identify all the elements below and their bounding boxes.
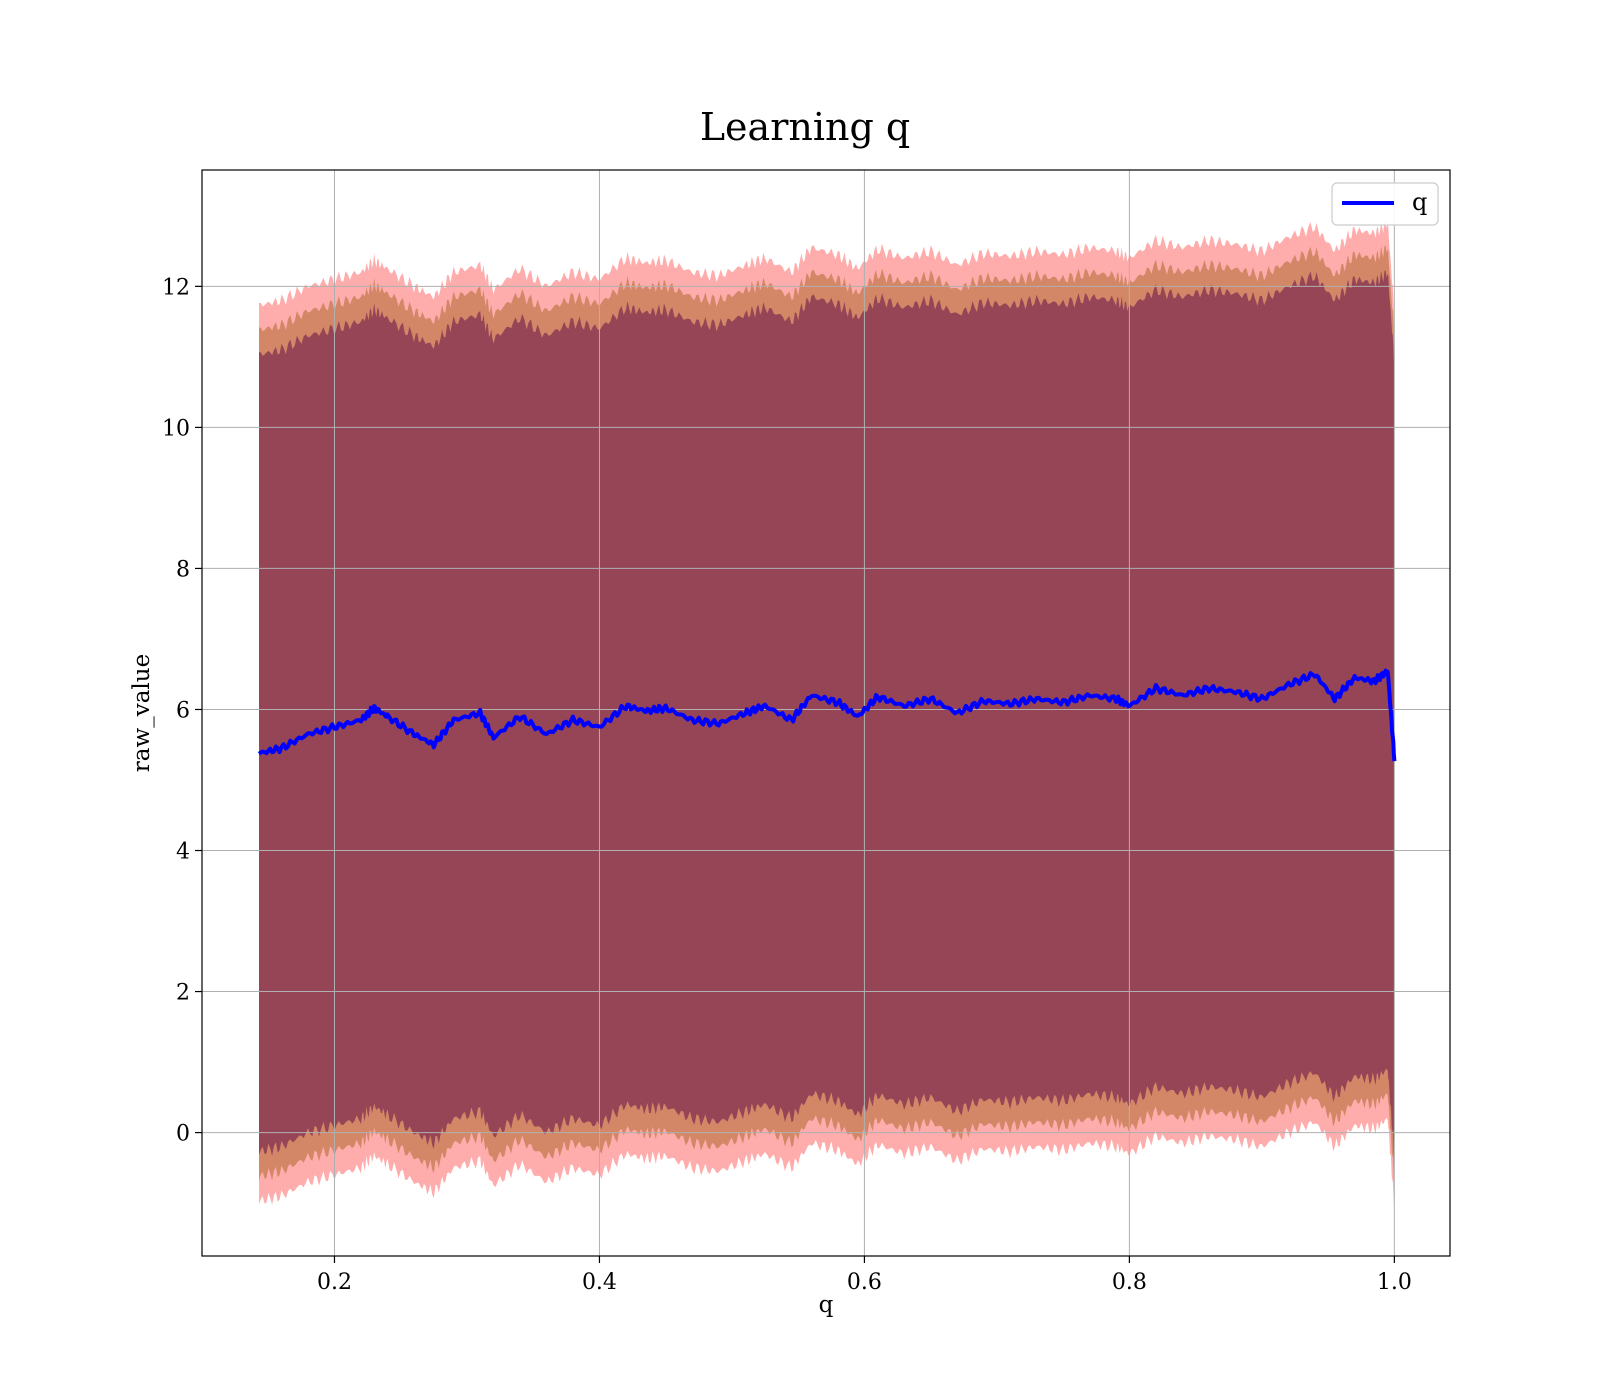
band-1sigma [259, 270, 1395, 1157]
legend[interactable]: q [1331, 182, 1439, 226]
y-tick-label: 0 [176, 1122, 190, 1147]
x-tick-label: 0.8 [1112, 1270, 1147, 1295]
y-tick-label: 10 [162, 416, 190, 441]
x-axis-label: q [819, 1292, 834, 1318]
chart-title: Learning q [700, 105, 910, 149]
x-axis-ticks: 0.2 0.4 0.6 0.8 1.0 [317, 1256, 1412, 1295]
series-line-q [257, 668, 1397, 762]
x-tick-label: 0.2 [317, 1270, 352, 1295]
y-axis-label: raw_value [129, 654, 155, 772]
y-tick-label: 4 [176, 840, 190, 865]
legend-label-q: q [1412, 188, 1427, 216]
x-tick-label: 1.0 [1377, 1270, 1412, 1295]
confidence-bands [259, 220, 1395, 1207]
y-tick-label: 6 [176, 698, 190, 723]
x-tick-label: 0.4 [582, 1270, 617, 1295]
y-tick-label: 12 [162, 275, 190, 300]
y-axis-ticks: 0 2 4 6 8 10 12 [162, 275, 202, 1147]
y-tick-label: 2 [176, 981, 190, 1006]
x-tick-label: 0.6 [847, 1270, 882, 1295]
plot-frame [201, 169, 1451, 1257]
y-tick-label: 8 [176, 557, 190, 582]
grid [202, 170, 1450, 1256]
q-series-layer [257, 668, 1397, 762]
